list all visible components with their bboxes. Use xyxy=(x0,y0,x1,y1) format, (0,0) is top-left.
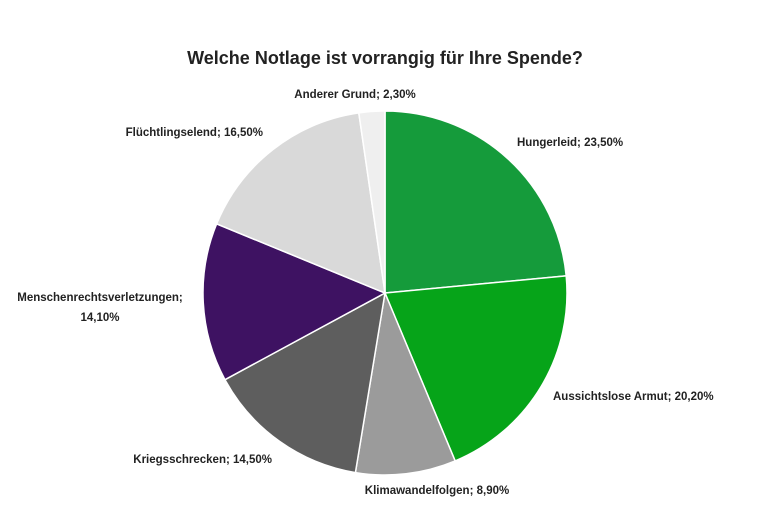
pie-slice xyxy=(223,291,386,474)
data-label: Klimawandelfolgen; 8,90% xyxy=(364,485,510,497)
data-label: Menschenrechtsverletzungen; 14,10% xyxy=(17,292,183,324)
data-label: Kriegsschrecken; 14,50% xyxy=(133,454,272,466)
pie-slice xyxy=(384,110,568,294)
pie-slice xyxy=(357,110,386,294)
data-label: Hungerleid; 23,50% xyxy=(517,137,624,149)
pie-slice xyxy=(383,275,568,462)
pie-slice xyxy=(202,222,387,381)
pie-slice xyxy=(354,290,457,476)
pie-slice xyxy=(215,112,386,295)
data-label: Anderer Grund; 2,30% xyxy=(294,89,416,101)
chart-title: Welche Notlage ist vorrangig für Ihre Sp… xyxy=(187,48,583,68)
data-label: Aussichtslose Armut; 20,20% xyxy=(553,391,714,403)
data-label: Flüchtlingselend; 16,50% xyxy=(125,127,263,139)
